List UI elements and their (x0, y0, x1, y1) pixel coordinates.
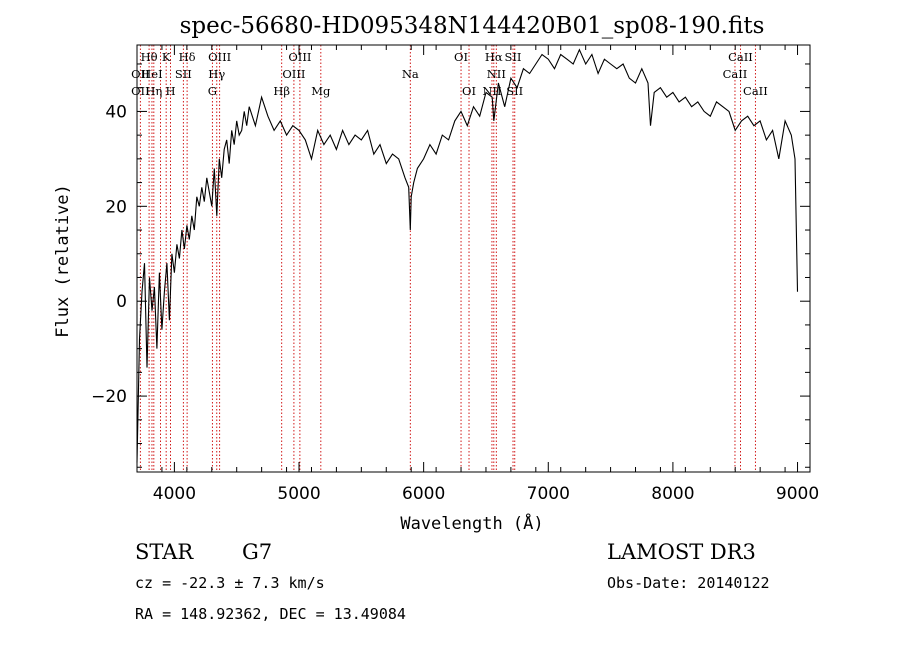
spectrum-line (136, 48, 799, 463)
coordinates: RA = 148.92362, DEC = 13.49084 (135, 605, 406, 623)
x-tick-label: 8000 (651, 484, 694, 504)
line-label: OIII (282, 67, 305, 81)
line-label: SII (175, 67, 192, 81)
x-tick-label: 9000 (776, 484, 819, 504)
reference-lines (139, 45, 756, 472)
x-tick-label: 5000 (277, 484, 320, 504)
line-labels: OII OII Hθ HeI Hη K SII H Hδ OIII Hγ G OIII OIII Hβ Mg N… (131, 50, 768, 98)
x-tick-label: 7000 (527, 484, 570, 504)
plot-frame (136, 44, 811, 473)
redshift-velocity: cz = -22.3 ± 7.3 km/s (135, 574, 325, 592)
y-tick-label: 40 (105, 102, 127, 122)
x-tick-label: 6000 (402, 484, 445, 504)
line-label: K (162, 50, 171, 64)
line-label: Hβ (273, 84, 290, 98)
line-label: Hη (145, 84, 162, 98)
line-label: OIII (288, 50, 311, 64)
observation-date: Obs-Date: 20140122 (607, 574, 770, 592)
line-label: Hδ (179, 50, 196, 64)
object-class: STAR (135, 540, 194, 564)
x-axis-label: Wavelength (Å) (400, 512, 543, 534)
line-label: CaII (723, 67, 748, 81)
y-tick-label: 20 (105, 197, 127, 217)
line-label: Hα (485, 50, 503, 64)
line-label: H (166, 84, 176, 98)
line-label: OII (131, 84, 150, 98)
line-label: OIII (208, 50, 231, 64)
line-label: HeI (141, 67, 162, 81)
line-label: G (208, 84, 217, 98)
line-label: OI (462, 84, 476, 98)
chart-title: spec-56680-HD095348N144420B01_sp08-190.f… (180, 13, 765, 39)
line-label: SII (505, 50, 522, 64)
y-axis-label: Flux (relative) (53, 184, 73, 338)
line-label: OI (454, 50, 468, 64)
y-tick-label: −20 (91, 387, 127, 407)
line-label: Hθ (141, 50, 158, 64)
line-label: Na (402, 67, 419, 81)
survey-name: LAMOST DR3 (607, 540, 756, 564)
line-label: NII (487, 67, 506, 81)
line-label: OII (131, 67, 150, 81)
axis-ticks: 4000 5000 6000 7000 8000 9000 −20 0 20 40 (91, 45, 819, 504)
line-label: CaII (728, 50, 753, 64)
line-label: SII (506, 84, 523, 98)
line-label: Hγ (208, 67, 225, 81)
line-label: Mg (311, 84, 331, 98)
x-tick-label: 4000 (153, 484, 196, 504)
object-subclass: G7 (242, 540, 273, 564)
line-label: CaII (743, 84, 768, 98)
y-tick-label: 0 (116, 292, 127, 312)
